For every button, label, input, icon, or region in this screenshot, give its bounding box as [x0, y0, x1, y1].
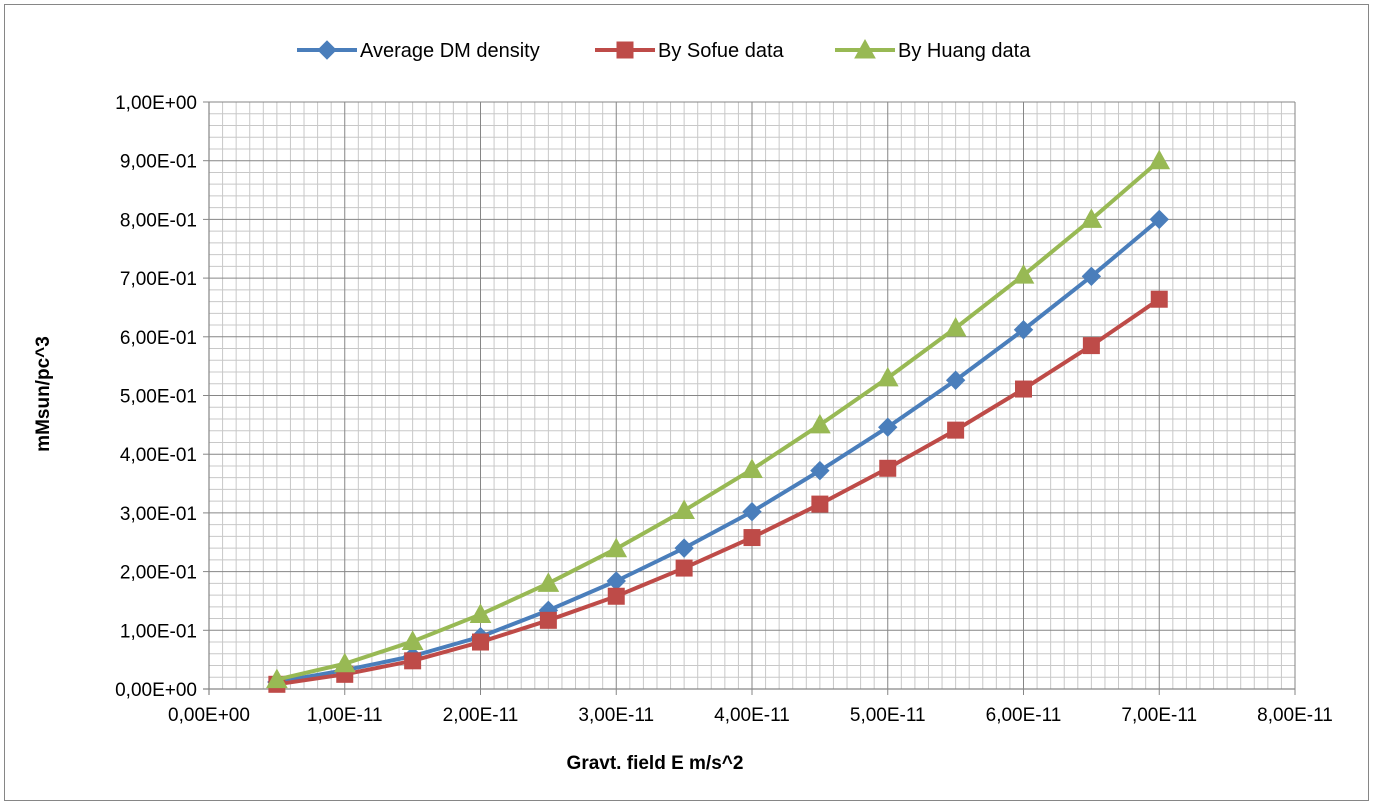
data-point-by-huang-data: [876, 366, 899, 387]
data-point-by-sofue-data: [1150, 290, 1168, 308]
data-point-by-huang-data: [333, 652, 356, 673]
y-tick-label: 0,00E+00: [115, 680, 197, 701]
data-point-by-sofue-data: [472, 633, 489, 651]
data-point-by-huang-data: [401, 630, 424, 650]
data-point-average-dm-density: [1013, 320, 1034, 340]
x-tick-label: 8,00E-11: [1257, 705, 1333, 726]
major-grid: [209, 101, 1296, 689]
data-point-by-sofue-data: [539, 611, 557, 629]
data-point-average-dm-density: [878, 417, 898, 437]
data-point-by-huang-data: [741, 458, 763, 478]
line-chart: 0,00E+00 1,00E-11 2,00E-11 3,00E-11 4,00E-11…: [33, 38, 1333, 774]
x-axis-title: Gravt. field E m/s^2: [567, 753, 744, 774]
legend-marker-average-dm-density: [317, 40, 337, 60]
data-point-by-huang-data: [537, 572, 560, 592]
data-point-by-huang-data: [1080, 208, 1103, 228]
legend: Average DM density By Sofue data By Huang …: [297, 38, 1031, 62]
x-tick-label: 1,00E-11: [307, 705, 383, 726]
data-point-average-dm-density: [810, 460, 830, 481]
series-line-by-sofue-data: [276, 297, 1161, 687]
data-point-by-huang-data: [469, 603, 492, 623]
data-point-average-dm-density: [1149, 209, 1169, 230]
series-line-average-dm-density: [276, 217, 1161, 684]
y-tick-label: 1,00E+00: [115, 93, 197, 114]
chart-area: 0,00E+00 1,00E-11 2,00E-11 3,00E-11 4,00E-11…: [4, 4, 1369, 801]
y-tick-label: 7,00E-01: [120, 269, 197, 290]
y-axis-title: mMsun/pc^3: [33, 336, 54, 452]
x-tick-label: 0,00E+00: [168, 705, 250, 726]
y-tick-label: 6,00E-01: [120, 328, 197, 349]
series-layer: [266, 149, 1171, 693]
x-tick-label: 4,00E-11: [714, 705, 790, 726]
data-point-average-dm-density: [1081, 266, 1102, 287]
data-point-by-sofue-data: [1082, 337, 1100, 355]
series-average-dm-density: [267, 209, 1169, 692]
series-line-by-huang-data: [276, 159, 1161, 682]
data-point-by-huang-data: [1012, 264, 1035, 284]
data-point-by-huang-data: [673, 499, 695, 520]
y-tick-label: 2,00E-01: [120, 563, 197, 584]
data-point-by-huang-data: [944, 316, 967, 337]
data-point-by-sofue-data: [1015, 380, 1032, 398]
legend-item-average-dm-density: Average DM density: [297, 40, 540, 62]
legend-label-by-sofue-data: By Sofue data: [658, 40, 785, 62]
data-point-by-sofue-data: [675, 559, 693, 577]
series-by-sofue-data: [268, 290, 1168, 693]
data-point-by-huang-data: [809, 413, 831, 434]
y-tick-label: 1,00E-01: [120, 621, 197, 642]
data-point-average-dm-density: [742, 502, 762, 522]
x-tick-label: 5,00E-11: [850, 705, 926, 726]
y-tick-label: 4,00E-01: [120, 445, 197, 466]
legend-marker-by-huang-data: [854, 38, 876, 59]
legend-item-by-sofue-data: By Sofue data: [595, 40, 785, 62]
x-tick-label: 2,00E-11: [443, 705, 519, 726]
data-point-by-huang-data: [1148, 149, 1171, 170]
data-point-by-sofue-data: [404, 652, 422, 670]
legend-label-average-dm-density: Average DM density: [360, 40, 540, 62]
legend-marker-by-sofue-data: [616, 41, 634, 59]
data-point-average-dm-density: [945, 370, 966, 390]
series-by-huang-data: [266, 149, 1171, 689]
data-point-by-sofue-data: [607, 587, 625, 605]
data-point-by-sofue-data: [811, 495, 829, 513]
data-point-average-dm-density: [606, 571, 626, 591]
legend-item-by-huang-data: By Huang data: [835, 38, 1031, 62]
legend-label-by-huang-data: By Huang data: [898, 40, 1031, 62]
data-point-average-dm-density: [674, 538, 694, 558]
y-tick-label: 9,00E-01: [120, 152, 197, 173]
data-point-by-sofue-data: [879, 459, 897, 477]
x-tick-label: 7,00E-11: [1121, 705, 1197, 726]
x-tick-label: 3,00E-11: [578, 705, 654, 726]
y-tick-labels: 0,00E+00 1,00E-01 2,00E-01 3,00E-01 4,00E-01…: [115, 93, 197, 701]
data-point-by-huang-data: [266, 668, 288, 689]
data-point-by-sofue-data: [743, 529, 761, 547]
x-tick-labels: 0,00E+00 1,00E-11 2,00E-11 3,00E-11 4,00E-11…: [168, 705, 1333, 726]
y-tick-label: 5,00E-01: [120, 387, 197, 408]
y-tick-label: 8,00E-01: [120, 210, 197, 231]
data-point-by-huang-data: [605, 537, 628, 558]
data-point-by-sofue-data: [947, 421, 965, 439]
y-tick-label: 3,00E-01: [120, 504, 197, 525]
axes: [203, 101, 1296, 695]
x-tick-label: 6,00E-11: [986, 705, 1062, 726]
